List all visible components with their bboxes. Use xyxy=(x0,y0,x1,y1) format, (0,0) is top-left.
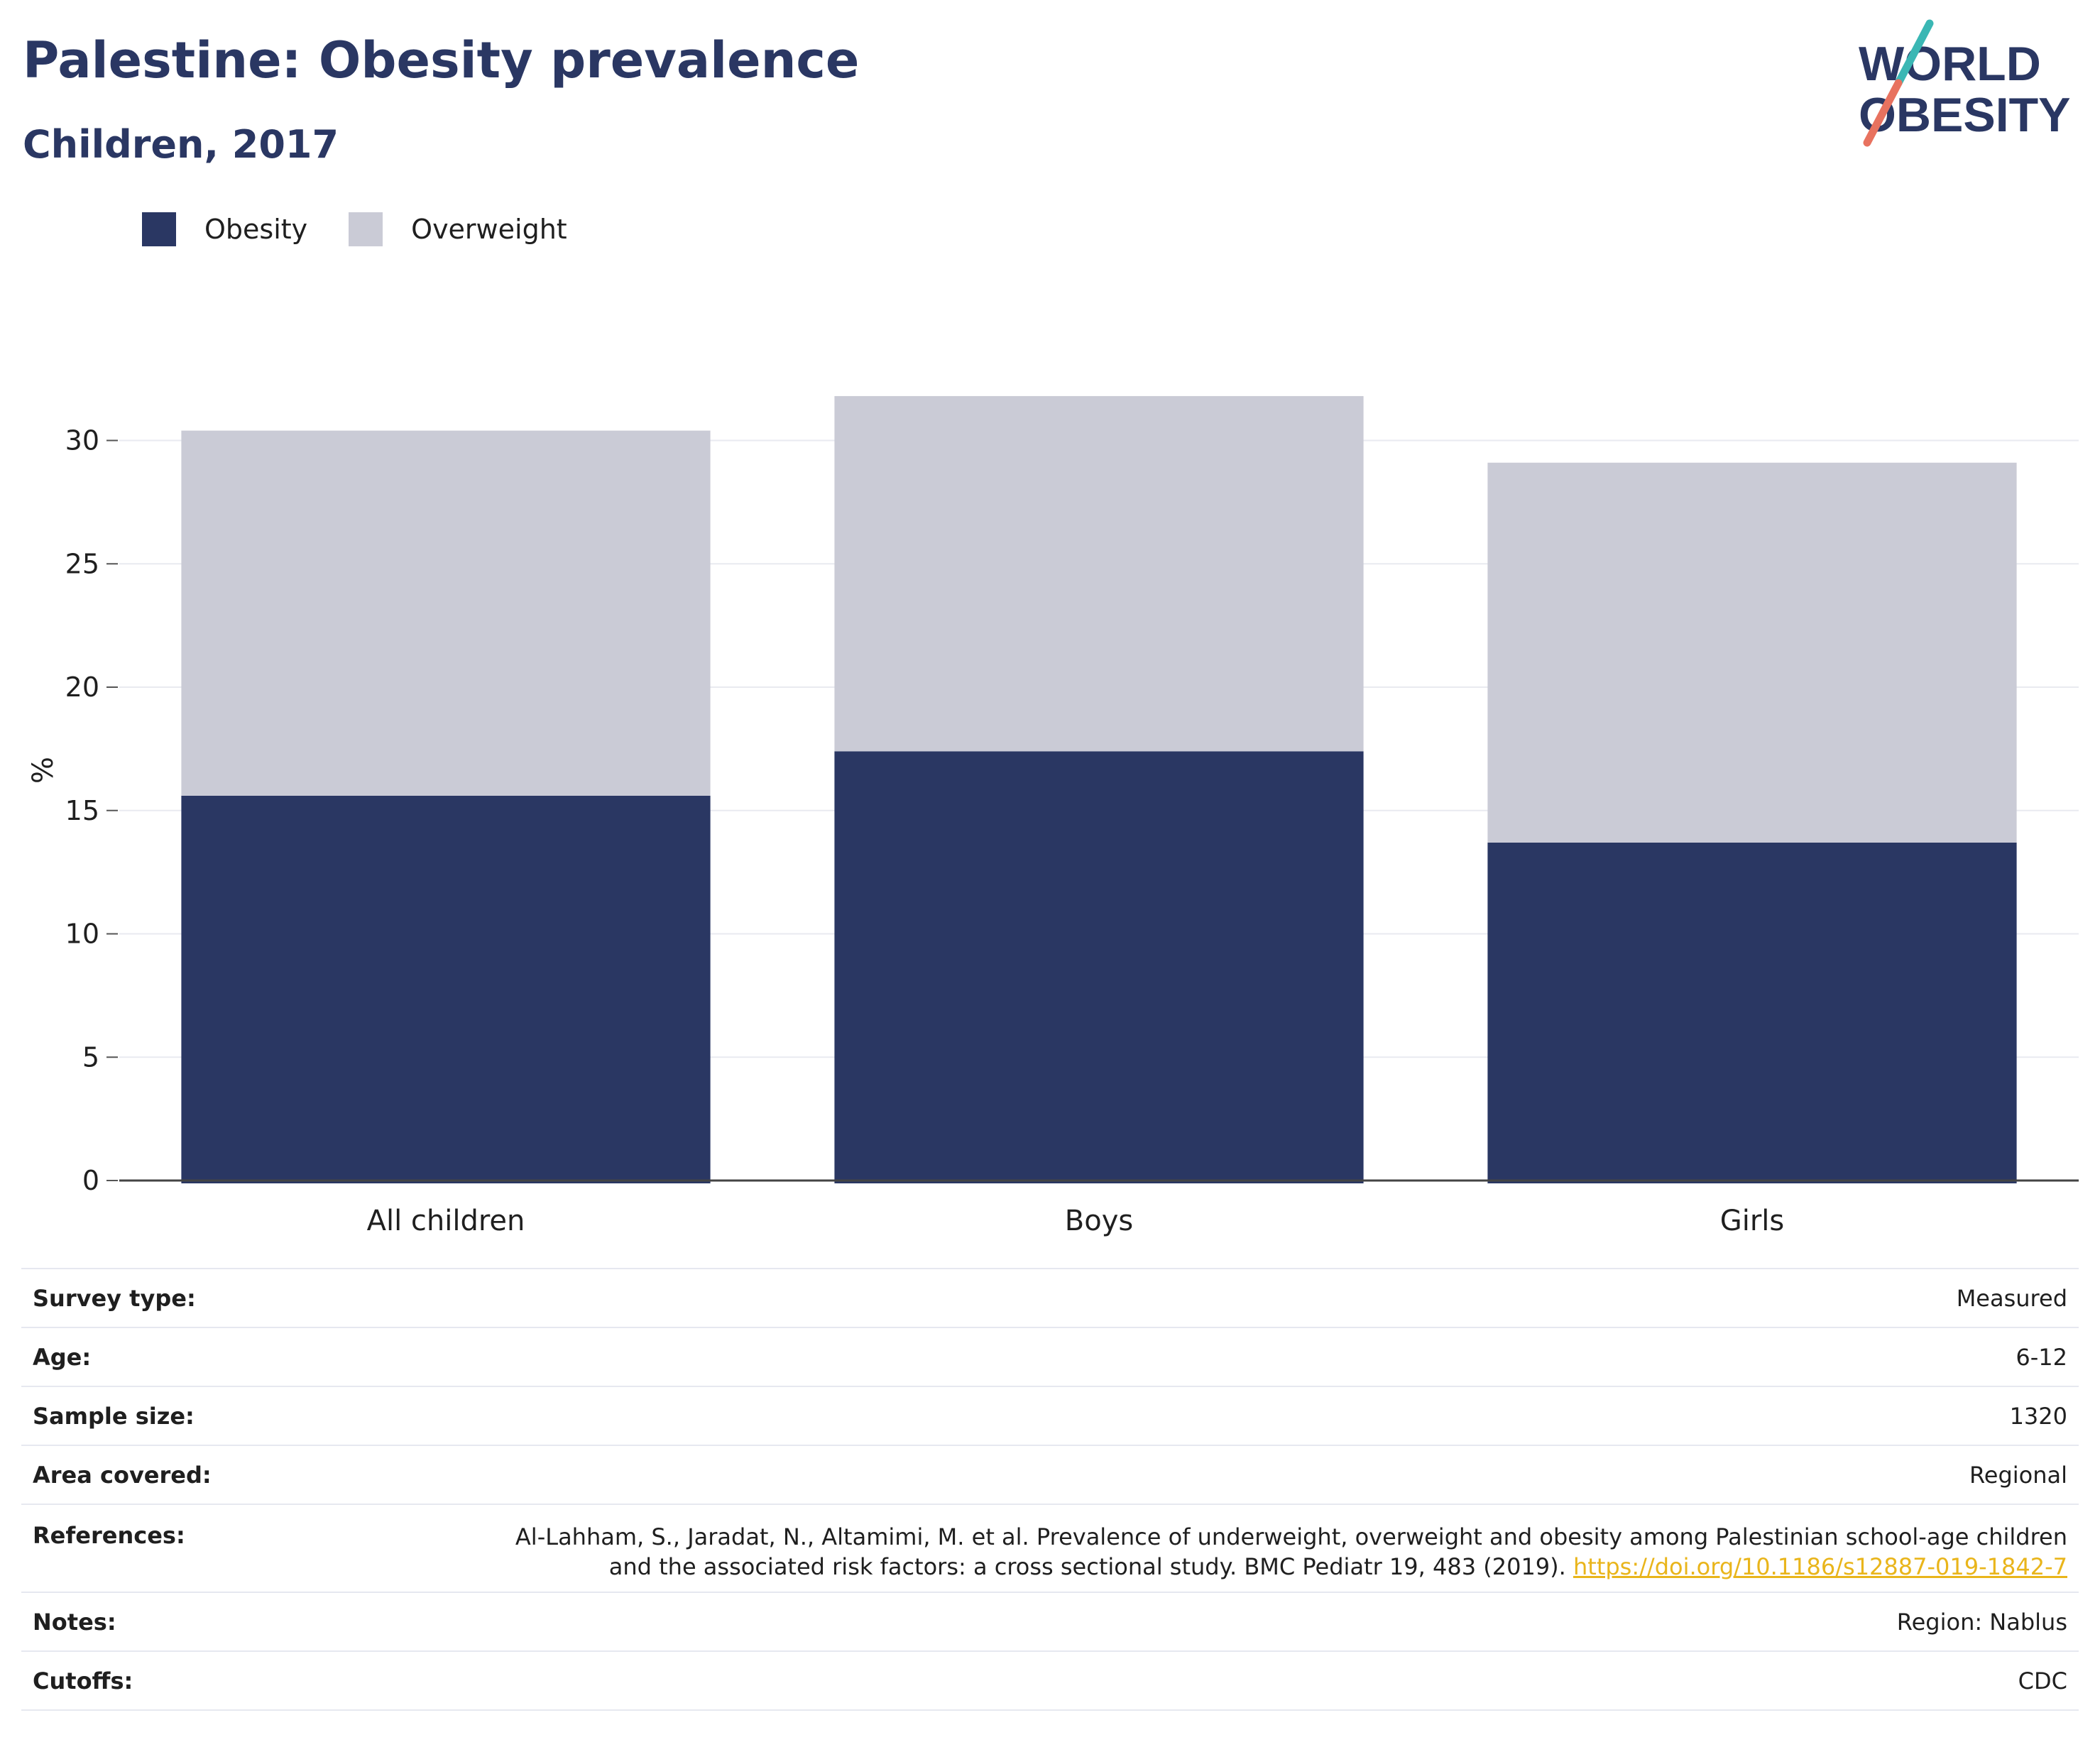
y-tick-label: 20 xyxy=(65,672,99,703)
survey-metadata-table: Survey type: Measured Age: 6-12 Sample s… xyxy=(21,1268,2079,1711)
meta-row-age: Age: 6-12 xyxy=(21,1328,2079,1387)
legend-swatch-obesity xyxy=(142,212,176,246)
legend-label-overweight: Overweight xyxy=(411,214,567,245)
world-obesity-logo: WORLD OBESITY xyxy=(1859,19,2071,147)
y-tick-label: 10 xyxy=(65,919,99,950)
legend-item-obesity[interactable]: Obesity xyxy=(142,212,307,246)
references-value: Al-Lahham, S., Jaradat, N., Altamimi, M.… xyxy=(292,1522,2067,1582)
y-tick-label: 0 xyxy=(82,1165,99,1196)
chart-legend: Obesity Overweight xyxy=(142,210,608,248)
cutoffs-label: Cutoffs: xyxy=(33,1667,133,1694)
meta-row-references: References: Al-Lahham, S., Jaradat, N., … xyxy=(21,1505,2079,1593)
y-tick-label: 15 xyxy=(65,795,99,826)
bar-obesity-0 xyxy=(181,795,711,1183)
survey-type-value: Measured xyxy=(1956,1284,2067,1312)
legend-item-overweight[interactable]: Overweight xyxy=(349,212,567,246)
notes-value: Region: Nablus xyxy=(1896,1608,2067,1636)
references-line-2: and the associated risk factors: a cross… xyxy=(608,1553,1566,1580)
y-tick-label: 5 xyxy=(82,1041,99,1073)
survey-type-label: Survey type: xyxy=(33,1284,196,1312)
legend-label-obesity: Obesity xyxy=(204,214,308,245)
area-covered-label: Area covered: xyxy=(33,1461,212,1489)
logo-slash-top xyxy=(1894,19,1934,87)
bar-obesity-1 xyxy=(834,751,1364,1183)
legend-swatch-overweight xyxy=(349,212,383,246)
y-axis-label: % xyxy=(27,757,60,784)
x-tick-label: Girls xyxy=(1720,1205,1785,1237)
references-line-2-wrap: and the associated risk factors: a cross… xyxy=(292,1552,2067,1582)
references-line-1: Al-Lahham, S., Jaradat, N., Altamimi, M.… xyxy=(515,1523,2067,1550)
stacked-bar-chart: 0 5 10 15 20 25 30% All children Boys Girls xyxy=(27,395,2079,1237)
sample-size-label: Sample size: xyxy=(33,1402,195,1430)
notes-label: Notes: xyxy=(33,1608,116,1636)
references-doi-link[interactable]: https://doi.org/10.1186/s12887-019-1842-… xyxy=(1573,1553,2067,1580)
bar-overweight-2 xyxy=(1487,462,2017,843)
bar-overweight-1 xyxy=(834,395,1364,752)
bar-overweight-0 xyxy=(181,430,711,796)
logo-slash-bottom xyxy=(1863,79,1903,147)
age-label: Age: xyxy=(33,1343,92,1371)
meta-row-notes: Notes: Region: Nablus xyxy=(21,1593,2079,1652)
y-tick-label: 30 xyxy=(65,425,99,456)
y-tick-label: 25 xyxy=(65,548,99,579)
area-covered-value: Regional xyxy=(1969,1461,2067,1489)
sample-size-value: 1320 xyxy=(2009,1402,2067,1430)
meta-row-sample-size: Sample size: 1320 xyxy=(21,1387,2079,1446)
x-tick-label: All children xyxy=(367,1205,525,1237)
meta-row-cutoffs: Cutoffs: CDC xyxy=(21,1652,2079,1711)
meta-row-survey-type: Survey type: Measured xyxy=(21,1269,2079,1328)
meta-row-area-covered: Area covered: Regional xyxy=(21,1446,2079,1505)
page-subtitle: Children, 2017 xyxy=(23,122,339,167)
x-tick-label: Boys xyxy=(1065,1205,1133,1237)
cutoffs-value: CDC xyxy=(2018,1667,2067,1694)
age-value: 6-12 xyxy=(2016,1343,2067,1371)
references-label: References: xyxy=(33,1522,185,1549)
page-title: Palestine: Obesity prevalence xyxy=(23,31,860,89)
bar-obesity-2 xyxy=(1487,842,2017,1183)
logo-line-1: WORLD xyxy=(1859,37,2041,91)
